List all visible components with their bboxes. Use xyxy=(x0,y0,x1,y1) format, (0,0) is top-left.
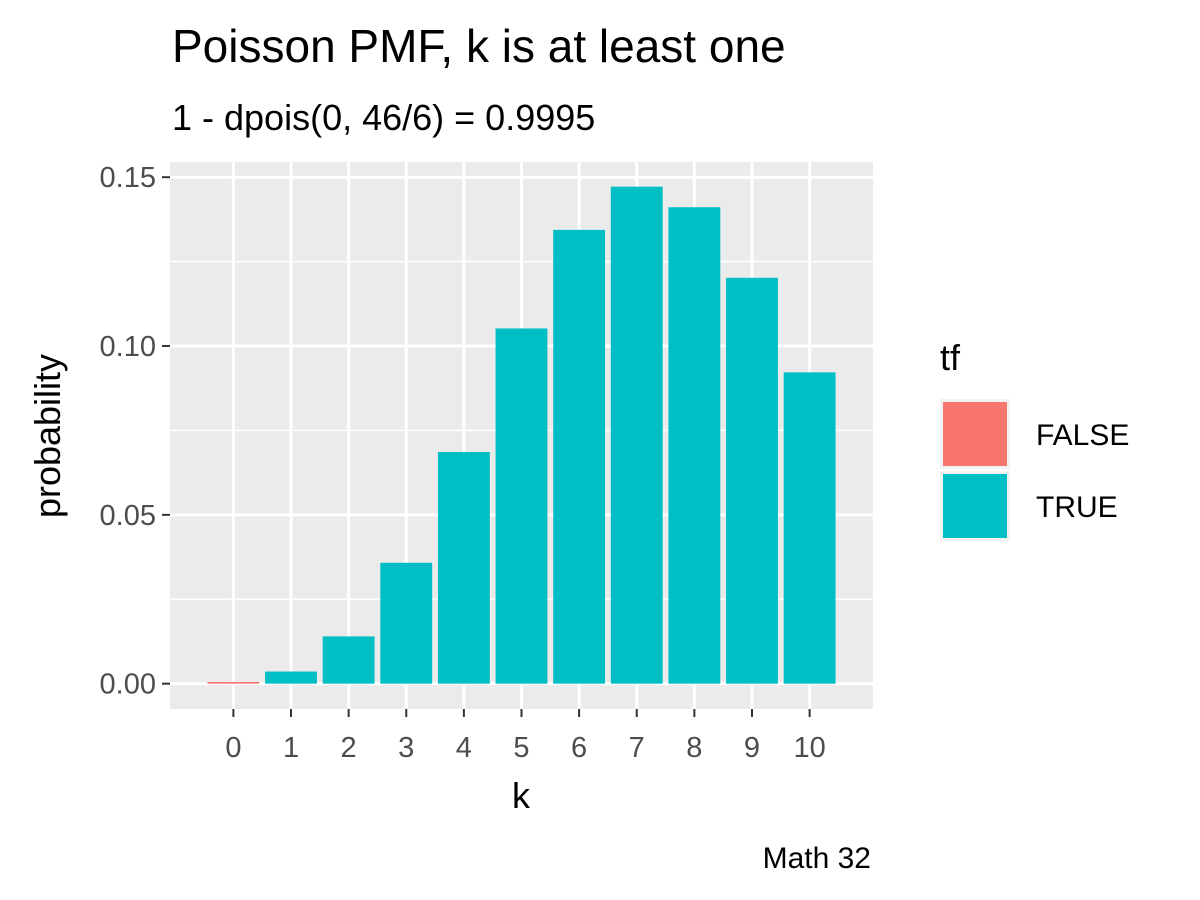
bar-k-7 xyxy=(610,186,663,684)
legend-title: tf xyxy=(940,337,961,378)
y-axis-title: probability xyxy=(27,354,68,518)
bar-k-10 xyxy=(783,372,836,684)
x-tick-label: 5 xyxy=(513,732,529,764)
bar-k-9 xyxy=(726,277,778,684)
y-tick-label: 0.10 xyxy=(100,331,156,363)
x-tick-label: 1 xyxy=(283,732,299,764)
legend-label-true: TRUE xyxy=(1036,491,1118,524)
chart-subtitle: 1 - dpois(0, 46/6) = 0.9995 xyxy=(172,97,595,138)
x-tick-label: 3 xyxy=(398,732,414,764)
x-tick-label: 2 xyxy=(341,732,357,764)
bar-k-6 xyxy=(553,229,606,684)
caption: Math 32 xyxy=(763,842,871,875)
y-tick-label: 0.05 xyxy=(100,500,156,532)
y-axis: 0.00 0.05 0.10 0.15 xyxy=(100,162,170,701)
x-axis-title: k xyxy=(512,775,531,816)
x-tick-label: 9 xyxy=(744,732,760,764)
chart-title: Poisson PMF, k is at least one xyxy=(172,20,786,72)
bar-k-2 xyxy=(322,636,375,684)
bars xyxy=(207,186,836,684)
legend-label-false: FALSE xyxy=(1036,419,1129,452)
bar-k-5 xyxy=(495,328,548,684)
x-tick-label: 6 xyxy=(571,732,587,764)
x-tick-label: 0 xyxy=(225,732,241,764)
y-tick-label: 0.15 xyxy=(100,162,156,194)
x-tick-label: 7 xyxy=(629,732,645,764)
bar-k-4 xyxy=(437,452,490,684)
x-tick-label: 8 xyxy=(686,732,702,764)
bar-k-0 xyxy=(207,681,260,684)
bar-k-1 xyxy=(265,671,317,684)
legend-swatch-true xyxy=(943,474,1007,538)
x-tick-label: 4 xyxy=(456,732,472,764)
bar-k-3 xyxy=(380,562,433,684)
x-tick-label: 10 xyxy=(793,732,825,764)
y-tick-label: 0.00 xyxy=(100,669,156,701)
x-axis: 0 1 2 3 4 5 6 7 8 9 10 xyxy=(225,709,826,764)
legend-swatch-false xyxy=(943,402,1007,466)
bar-k-8 xyxy=(668,207,721,684)
legend: tf FALSE TRUE xyxy=(940,337,1129,541)
